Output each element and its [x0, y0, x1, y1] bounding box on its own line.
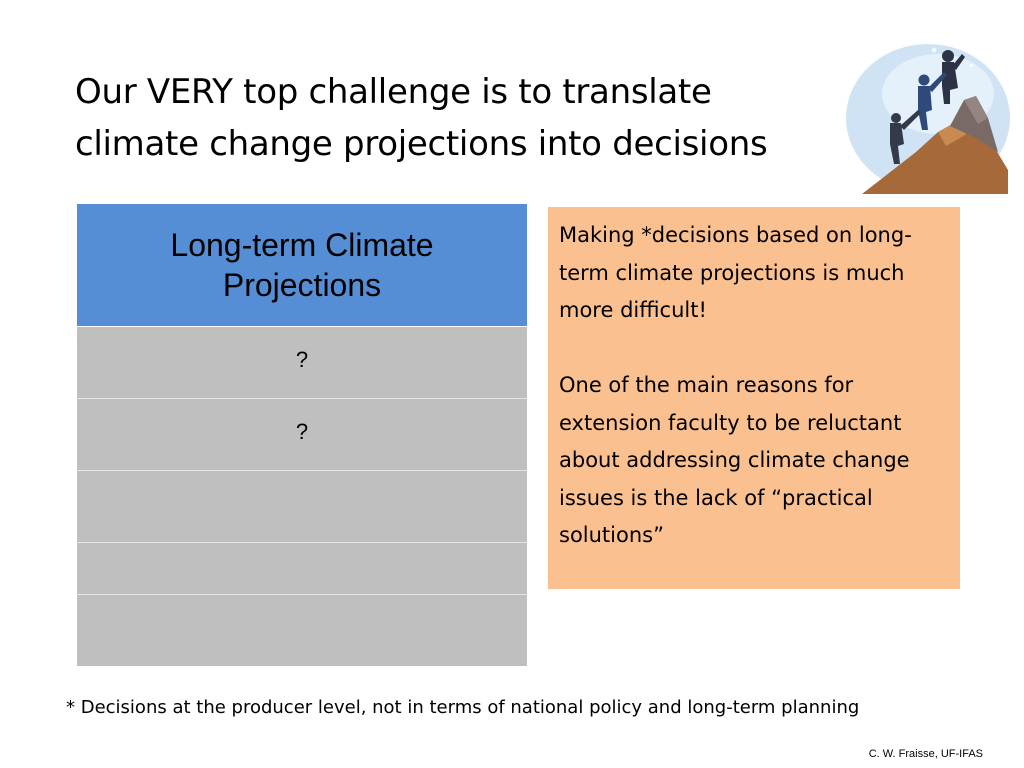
- note-paragraph-1: Making *decisions based on long-term cli…: [559, 223, 912, 322]
- table-row: ?: [77, 326, 527, 399]
- table-cell: ?: [77, 326, 527, 399]
- note-box: Making *decisions based on long-term cli…: [548, 207, 960, 589]
- slide-title: Our VERY top challenge is to translate c…: [75, 66, 855, 170]
- projection-table: Long-term Climate Projections ? ?: [77, 204, 527, 666]
- footnote: * Decisions at the producer level, not i…: [66, 697, 860, 718]
- summit-rock: [950, 96, 998, 152]
- table-header: Long-term Climate Projections: [77, 204, 527, 327]
- table-row: [77, 594, 527, 666]
- table-row: ?: [77, 398, 527, 471]
- climber-middle: [918, 72, 947, 130]
- note-paragraph-2: One of the main reasons for extension fa…: [559, 373, 910, 547]
- title-line-2: climate change projections into decision…: [75, 124, 768, 164]
- credit: C. W. Fraisse, UF-IFAS: [868, 748, 983, 760]
- climber-bottom: [890, 110, 921, 164]
- table-cell: ?: [77, 398, 527, 471]
- mountain-climbers-icon: [838, 34, 1010, 196]
- climber-top: [942, 50, 965, 104]
- table-cell: [77, 542, 527, 595]
- table-row: [77, 470, 527, 543]
- table-header-line-1: Long-term Climate: [170, 227, 434, 263]
- table-cell: [77, 594, 527, 666]
- table-row: [77, 542, 527, 595]
- title-line-1: Our VERY top challenge is to translate: [75, 72, 712, 112]
- table-cell: [77, 470, 527, 543]
- table-header-line-2: Projections: [222, 267, 382, 303]
